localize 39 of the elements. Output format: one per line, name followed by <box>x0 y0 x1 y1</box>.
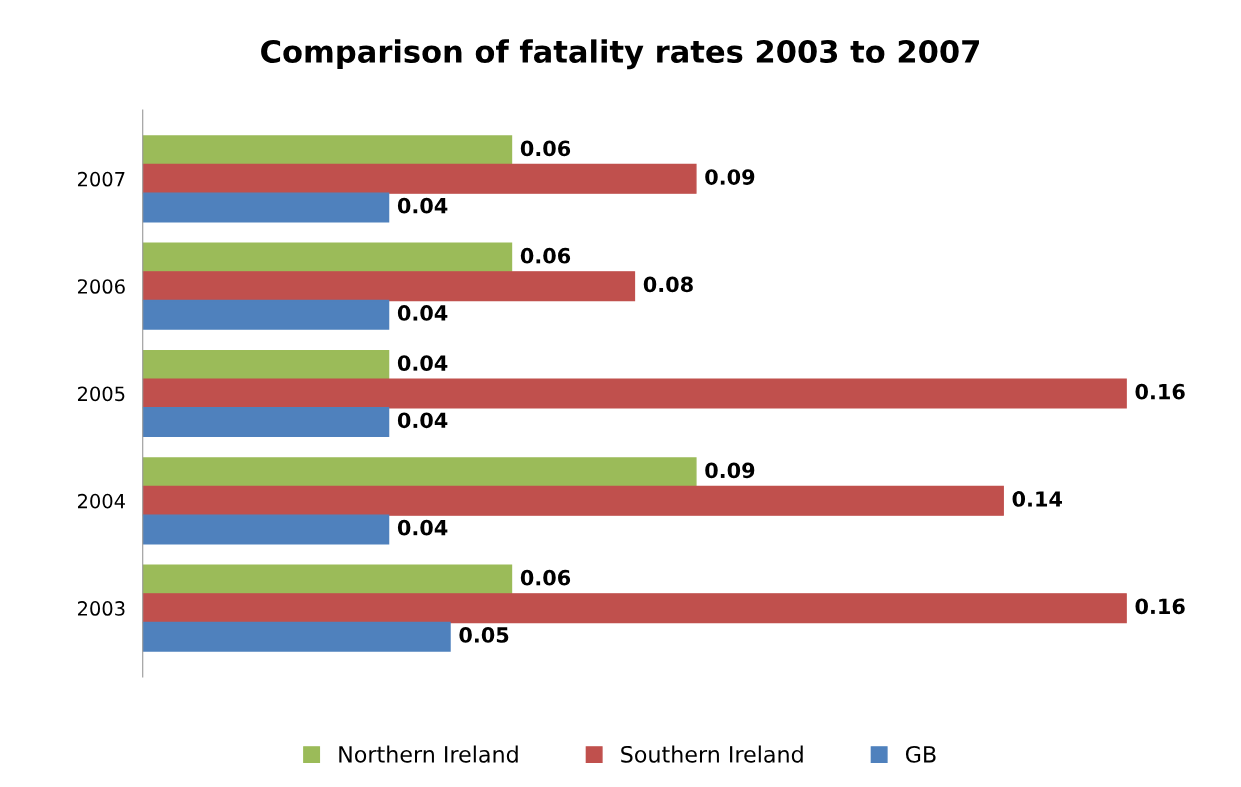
data-label: 0.04 <box>397 305 448 321</box>
bar <box>142 457 697 488</box>
legend-label: Southern Ireland <box>621 745 803 763</box>
bar <box>142 135 513 166</box>
legend-label: Northern Ireland <box>339 745 518 763</box>
data-label: 0.16 <box>1135 598 1185 615</box>
y-tick-label: 2004 <box>77 493 125 509</box>
data-label: 0.04 <box>397 412 448 429</box>
bar <box>142 593 1127 624</box>
y-tick-label: 2006 <box>77 279 125 294</box>
bar <box>142 271 636 302</box>
bar <box>142 514 390 545</box>
data-label: 0.06 <box>520 569 571 586</box>
data-label: 0.14 <box>1012 491 1062 507</box>
data-label: 0.05 <box>459 627 509 643</box>
bar <box>142 407 390 438</box>
data-label: 0.06 <box>520 140 571 157</box>
data-label: 0.08 <box>643 276 693 293</box>
bar <box>142 192 390 223</box>
data-label: 0.16 <box>1135 383 1185 400</box>
bar <box>142 299 390 330</box>
chart-title: Comparison of fatality rates 2003 to 2007 <box>261 39 979 70</box>
bar <box>142 163 697 194</box>
bar <box>142 349 390 380</box>
data-label: 0.04 <box>397 519 448 536</box>
bar <box>142 485 1004 516</box>
data-label: 0.06 <box>520 247 571 264</box>
bar <box>142 242 513 273</box>
data-label: 0.09 <box>705 462 755 479</box>
data-label: 0.09 <box>705 169 755 185</box>
legend-label: GB <box>905 745 936 763</box>
bar <box>142 564 513 595</box>
y-tick-label: 2003 <box>77 601 125 616</box>
bar <box>142 378 1127 409</box>
y-tick-label: 2005 <box>77 386 125 402</box>
data-label: 0.04 <box>397 355 448 371</box>
y-tick-label: 2007 <box>77 171 125 187</box>
bar <box>142 621 451 652</box>
data-label: 0.04 <box>397 197 448 214</box>
